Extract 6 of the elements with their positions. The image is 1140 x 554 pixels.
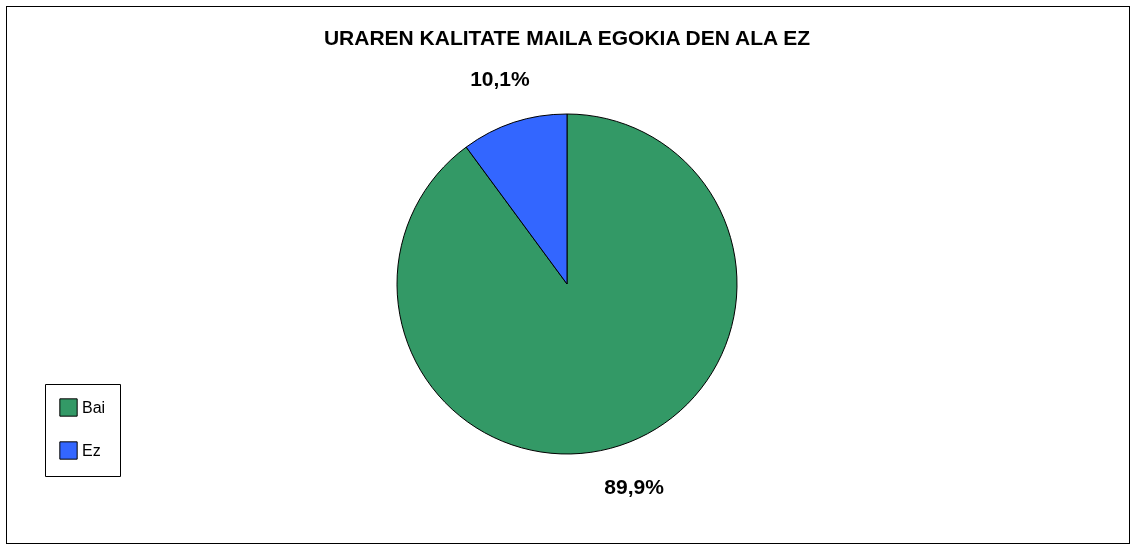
pie-slice [396,113,738,455]
data-label: 10,1% [470,66,531,90]
legend-label: Ez [82,441,101,459]
chart-title: URAREN KALITATE MAILA EGOKIA DEN ALA EZ [323,25,811,49]
data-label: 89,9% [604,475,665,499]
legend-label: Bai [82,398,106,416]
